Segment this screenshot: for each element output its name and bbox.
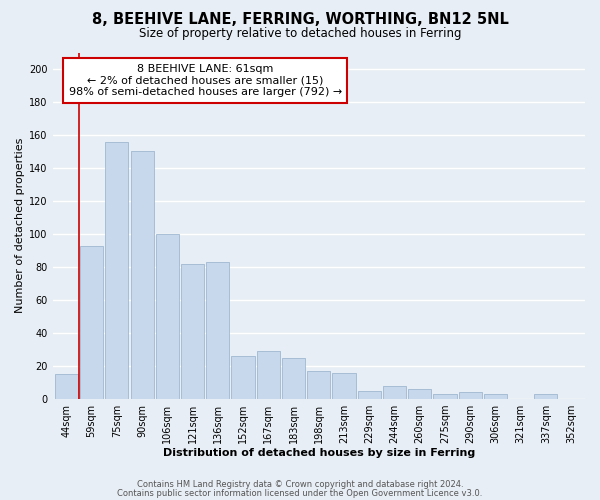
Bar bbox=[131, 152, 154, 399]
Bar bbox=[105, 142, 128, 399]
Bar bbox=[458, 392, 482, 399]
Bar bbox=[181, 264, 204, 399]
Bar bbox=[80, 246, 103, 399]
Text: 8, BEEHIVE LANE, FERRING, WORTHING, BN12 5NL: 8, BEEHIVE LANE, FERRING, WORTHING, BN12… bbox=[92, 12, 508, 28]
Text: Contains public sector information licensed under the Open Government Licence v3: Contains public sector information licen… bbox=[118, 489, 482, 498]
Bar bbox=[307, 371, 331, 399]
Bar bbox=[156, 234, 179, 399]
Bar bbox=[206, 262, 229, 399]
X-axis label: Distribution of detached houses by size in Ferring: Distribution of detached houses by size … bbox=[163, 448, 475, 458]
Text: Size of property relative to detached houses in Ferring: Size of property relative to detached ho… bbox=[139, 28, 461, 40]
Text: 8 BEEHIVE LANE: 61sqm
← 2% of detached houses are smaller (15)
98% of semi-detac: 8 BEEHIVE LANE: 61sqm ← 2% of detached h… bbox=[68, 64, 342, 97]
Bar bbox=[358, 390, 381, 399]
Bar bbox=[55, 374, 78, 399]
Bar bbox=[534, 394, 557, 399]
Bar bbox=[257, 351, 280, 399]
Bar bbox=[332, 372, 356, 399]
Y-axis label: Number of detached properties: Number of detached properties bbox=[15, 138, 25, 314]
Bar bbox=[484, 394, 507, 399]
Bar bbox=[383, 386, 406, 399]
Bar bbox=[282, 358, 305, 399]
Bar bbox=[232, 356, 254, 399]
Bar bbox=[433, 394, 457, 399]
Bar bbox=[408, 389, 431, 399]
Text: Contains HM Land Registry data © Crown copyright and database right 2024.: Contains HM Land Registry data © Crown c… bbox=[137, 480, 463, 489]
